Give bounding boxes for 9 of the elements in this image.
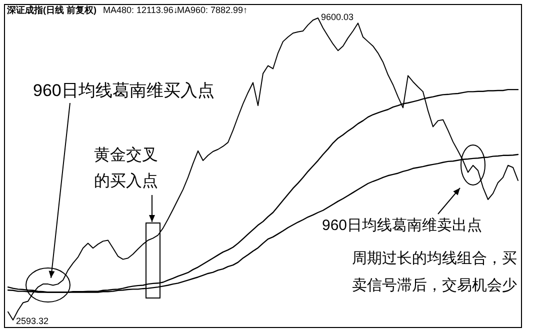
annotation: 黄金交叉的买入点 [94,146,159,192]
annotation: 周期过长的均线组合，买卖信号滞后，交易机会少 [352,250,518,296]
text: MA480: 12113.96↓ [103,5,178,15]
chart-title: 深证成指(日线 前复权) [7,5,96,15]
annotation: 960日均线葛南维卖出点 [322,217,482,234]
annotation: 9600.03 [321,12,354,22]
annotation: 960日均线葛南维买入点 [33,81,214,100]
text: MA960: 7882.99↑ [177,5,248,15]
annotation: 2593.32 [16,316,49,326]
